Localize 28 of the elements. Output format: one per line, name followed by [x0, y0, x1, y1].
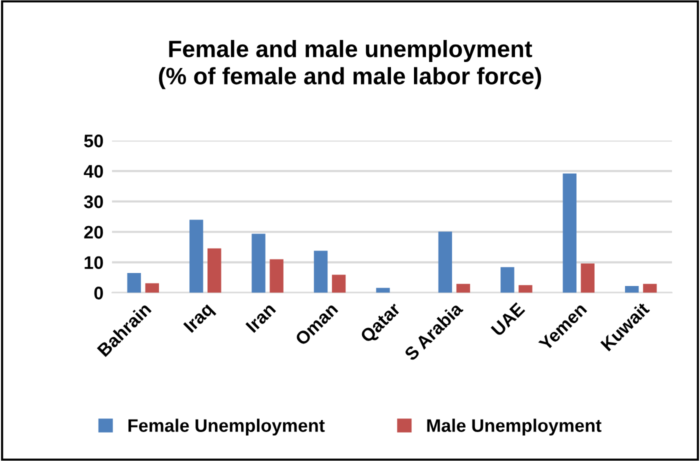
bar	[332, 274, 346, 293]
y-tick-label: 20	[84, 226, 103, 239]
bar	[376, 288, 390, 293]
bar	[625, 286, 639, 293]
bar	[189, 220, 204, 293]
bar	[127, 272, 141, 293]
bar	[456, 284, 470, 293]
x-tick-label: Iran	[245, 302, 276, 334]
bar	[438, 232, 452, 293]
chart-title: Female and male unemployment (% of female and male labor force)	[158, 40, 542, 90]
y-tick-label: 40	[84, 164, 103, 178]
bar	[145, 283, 159, 293]
bar	[314, 250, 328, 293]
y-tick-label: 50	[84, 134, 103, 148]
bar	[562, 173, 576, 293]
bar	[580, 264, 595, 293]
x-tick-label: Iraq	[183, 302, 216, 336]
bar	[208, 248, 222, 293]
legend-label: Male Unemployment	[427, 418, 602, 436]
legend-label: Female Unemployment	[128, 418, 325, 436]
y-tick-label: 30	[84, 195, 103, 208]
bar	[252, 234, 266, 293]
y-tick-label: 10	[84, 256, 103, 270]
y-tick-label: 0	[94, 286, 103, 300]
bar	[270, 259, 284, 293]
bar	[643, 284, 657, 293]
bar	[500, 267, 514, 293]
bar	[518, 285, 532, 293]
